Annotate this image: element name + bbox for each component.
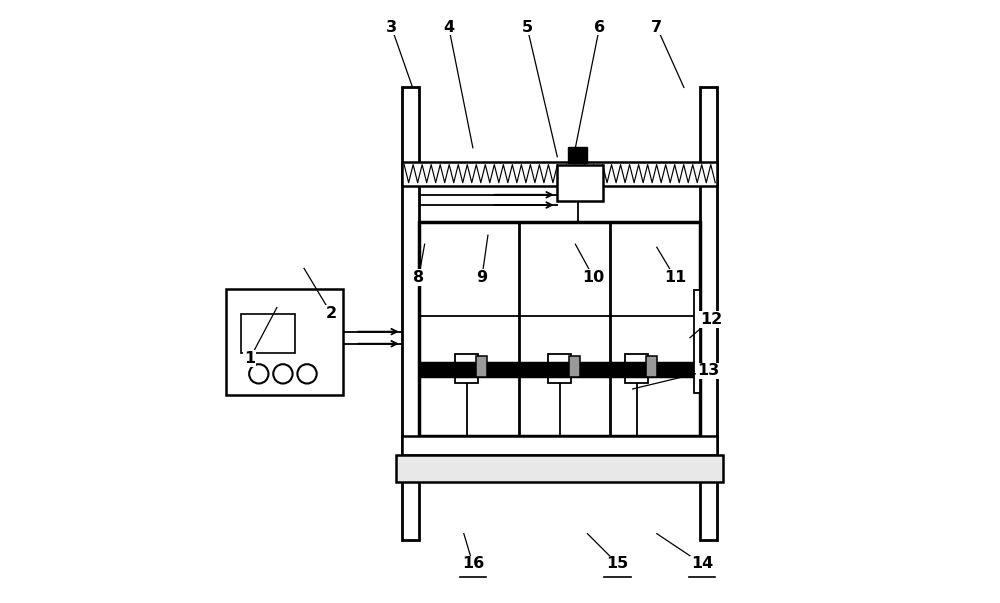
Bar	[548, 354, 571, 384]
Bar	[422, 363, 700, 376]
Text: 1: 1	[244, 352, 255, 366]
Text: 14: 14	[691, 557, 713, 571]
Text: 4: 4	[443, 20, 454, 34]
Text: 12: 12	[700, 312, 722, 327]
Text: 11: 11	[664, 270, 686, 285]
Bar	[241, 314, 295, 353]
Bar	[396, 455, 723, 482]
Text: 7: 7	[651, 20, 662, 34]
Text: 15: 15	[606, 557, 629, 571]
Text: 2: 2	[326, 306, 337, 321]
Text: 6: 6	[594, 20, 605, 34]
Bar	[455, 354, 478, 384]
Bar	[557, 165, 603, 201]
Text: 9: 9	[476, 270, 487, 285]
Bar	[402, 162, 717, 186]
Text: 8: 8	[413, 270, 424, 285]
Bar	[700, 87, 717, 540]
Bar	[568, 147, 587, 163]
Bar	[402, 87, 419, 540]
Bar	[226, 289, 343, 395]
Bar	[402, 436, 717, 455]
Bar	[646, 356, 657, 377]
Bar	[419, 222, 700, 436]
Bar	[569, 356, 580, 377]
Text: 5: 5	[522, 20, 533, 34]
Text: 3: 3	[386, 20, 397, 34]
Bar	[694, 291, 700, 393]
Bar	[625, 354, 648, 384]
Text: 16: 16	[462, 557, 484, 571]
Bar	[476, 356, 487, 377]
Text: 13: 13	[697, 364, 719, 378]
Text: 10: 10	[582, 270, 605, 285]
